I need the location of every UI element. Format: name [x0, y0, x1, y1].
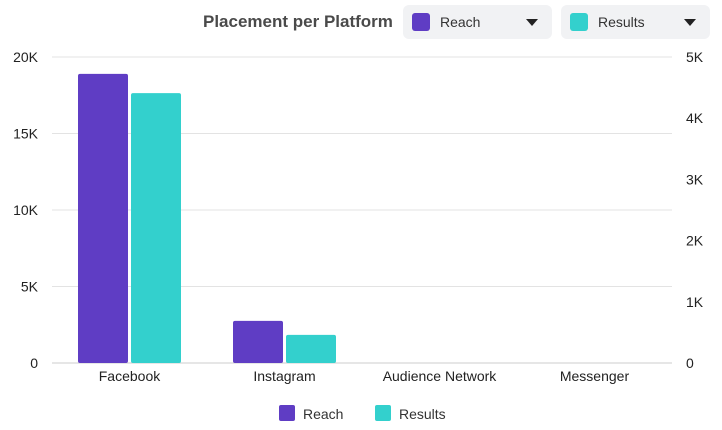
reach-color-swatch — [412, 13, 430, 31]
x-category-label: Facebook — [99, 368, 161, 384]
y-right-tick-label: 2K — [686, 233, 704, 249]
y-right-tick-label: 3K — [686, 171, 704, 187]
right-metric-label: Results — [598, 14, 645, 30]
x-category-label: Messenger — [560, 368, 630, 384]
chevron-down-icon — [526, 19, 538, 26]
y-right-tick-label: 5K — [686, 49, 704, 65]
legend-swatch-reach — [279, 405, 295, 421]
legend-label-results: Results — [399, 406, 446, 422]
x-category-label: Instagram — [253, 368, 315, 384]
chevron-down-icon — [684, 19, 696, 26]
y-left-tick-label: 15K — [13, 126, 39, 142]
x-category-label: Audience Network — [383, 368, 498, 384]
y-left-tick-label: 5K — [21, 279, 39, 295]
y-right-tick-label: 0 — [686, 355, 694, 371]
y-left-tick-label: 0 — [30, 355, 38, 371]
chart-title: Placement per Platform — [203, 12, 393, 31]
left-metric-label: Reach — [440, 14, 481, 30]
legend-label-reach: Reach — [303, 406, 344, 422]
bar-reach — [78, 73, 128, 363]
results-color-swatch — [570, 13, 588, 31]
chart-legend: Reach Results — [0, 405, 722, 425]
bar-reach — [233, 320, 283, 363]
bar-results — [131, 93, 181, 363]
bar-results — [286, 334, 336, 363]
legend-swatch-results — [375, 405, 391, 421]
y-left-tick-label: 10K — [13, 202, 39, 218]
y-left-tick-label: 20K — [13, 49, 39, 65]
bar-chart: 0 5K 10K 15K 20K 0 1K 2K 3K 4K 5K Facebook Instagram… — [13, 49, 704, 384]
right-metric-dropdown[interactable]: Results — [561, 5, 710, 39]
left-metric-dropdown[interactable]: Reach — [403, 5, 552, 39]
y-right-tick-label: 1K — [686, 294, 704, 310]
y-right-tick-label: 4K — [686, 110, 704, 126]
